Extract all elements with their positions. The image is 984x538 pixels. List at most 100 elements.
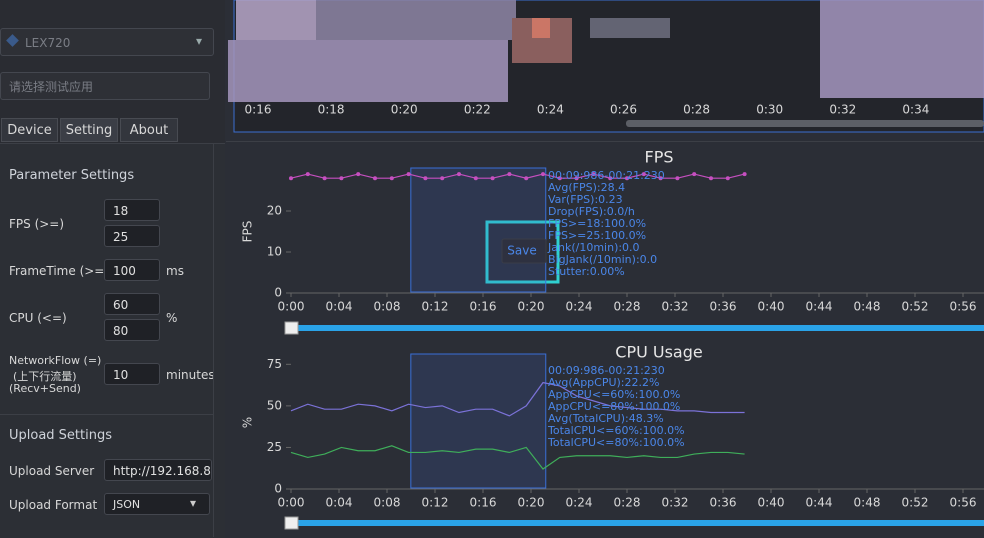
input[interactable]: 25 bbox=[104, 225, 160, 247]
point bbox=[322, 176, 327, 181]
tooltip-line: FPS>=25:100.0% bbox=[548, 229, 646, 242]
section-title: Parameter Settings bbox=[9, 168, 135, 183]
label: FPS (>=) bbox=[9, 217, 65, 231]
timeline-label: 0:30 bbox=[756, 103, 783, 117]
app-input[interactable]: 请选择测试应用 bbox=[0, 72, 210, 100]
point bbox=[457, 172, 461, 177]
x-tick-label: 0:32 bbox=[662, 300, 689, 314]
x-tick-label: 0:52 bbox=[902, 300, 929, 314]
point bbox=[574, 176, 579, 181]
point bbox=[591, 172, 596, 177]
tab[interactable]: Device bbox=[1, 118, 58, 142]
y-tick-label: 0 bbox=[274, 286, 282, 300]
thumbnails bbox=[228, 0, 984, 102]
chart-title: FPS bbox=[644, 148, 673, 167]
input[interactable]: 10 bbox=[104, 363, 160, 385]
x-tick-label: 0:00 bbox=[278, 496, 305, 510]
point bbox=[305, 172, 310, 177]
timeline-label: 0:28 bbox=[683, 103, 710, 117]
x-tick-label: 0:28 bbox=[614, 300, 641, 314]
tooltip-line: AppCPU<=80%:100.0% bbox=[548, 400, 680, 413]
thumbnail bbox=[820, 0, 984, 98]
timeline-label: 0:16 bbox=[245, 103, 272, 117]
x-tick-label: 0:24 bbox=[566, 496, 593, 510]
divider bbox=[213, 143, 214, 537]
point bbox=[423, 176, 428, 181]
section-title: Upload Settings bbox=[9, 428, 113, 443]
x-tick-label: 0:40 bbox=[758, 300, 785, 314]
tooltip-line: TotalCPU<=60%:100.0% bbox=[547, 424, 685, 437]
x-tick-label: 0:20 bbox=[518, 496, 545, 510]
timeline-label: 0:22 bbox=[464, 103, 491, 117]
slider-handle[interactable] bbox=[284, 321, 299, 335]
x-tick-label: 0:40 bbox=[758, 496, 785, 510]
x-tick-label: 0:04 bbox=[326, 496, 353, 510]
x-tick-label: 0:08 bbox=[374, 496, 401, 510]
point bbox=[692, 172, 697, 177]
label: Upload Server bbox=[9, 464, 95, 478]
point bbox=[524, 176, 529, 181]
slider-track bbox=[297, 325, 984, 331]
point bbox=[675, 176, 680, 181]
timeline-label: 0:26 bbox=[610, 103, 637, 117]
tooltip-line: Avg(TotalCPU):48.3% bbox=[548, 412, 664, 425]
selection bbox=[410, 353, 547, 489]
input[interactable]: 18 bbox=[104, 199, 160, 221]
label: (Recv+Send) bbox=[9, 382, 81, 395]
x-tick-label: 0:28 bbox=[614, 496, 641, 510]
point bbox=[440, 176, 445, 181]
unit: ms bbox=[166, 264, 184, 278]
tooltip-line: Drop(FPS):0.0/h bbox=[548, 205, 635, 218]
x-tick-label: 0:16 bbox=[470, 496, 497, 510]
divider bbox=[226, 141, 984, 142]
timeline-label: 0:18 bbox=[318, 103, 345, 117]
x-tick-label: 0:12 bbox=[422, 496, 449, 510]
input[interactable]: 100 bbox=[104, 259, 160, 281]
x-tick-label: 0:44 bbox=[806, 300, 833, 314]
dropdown-arrow: ▾ bbox=[196, 34, 203, 48]
point bbox=[557, 176, 562, 181]
point bbox=[339, 176, 344, 181]
point bbox=[490, 176, 495, 181]
x-tick-label: 0:20 bbox=[518, 300, 545, 314]
save-button-label: Save bbox=[507, 244, 536, 258]
device-select[interactable]: LEX720 bbox=[0, 28, 214, 56]
point bbox=[608, 176, 613, 181]
tab[interactable]: Setting bbox=[60, 118, 118, 142]
y-tick-label: 20 bbox=[267, 204, 282, 218]
timeline-label: 0:24 bbox=[537, 103, 564, 117]
input[interactable]: 80 bbox=[104, 319, 160, 341]
label: Upload Format bbox=[9, 498, 98, 512]
x-tick-label: 0:56 bbox=[950, 300, 977, 314]
thumbnail bbox=[228, 40, 508, 102]
series-line bbox=[290, 381, 745, 417]
tooltip-line: TotalCPU<=80%:100.0% bbox=[547, 436, 685, 449]
select[interactable]: JSON bbox=[104, 493, 210, 515]
input[interactable]: 60 bbox=[104, 293, 160, 315]
tab[interactable]: About bbox=[120, 118, 178, 142]
x-tick-label: 0:16 bbox=[470, 300, 497, 314]
x-tick-label: 0:08 bbox=[374, 300, 401, 314]
series-line bbox=[290, 173, 745, 179]
tooltip-line: Avg(FPS):28.4 bbox=[548, 181, 625, 194]
x-tick-label: 0:52 bbox=[902, 496, 929, 510]
chart-title: CPU Usage bbox=[615, 343, 702, 362]
x-tick-label: 0:36 bbox=[710, 300, 737, 314]
save-button[interactable] bbox=[501, 238, 547, 264]
point bbox=[641, 172, 646, 177]
label: FrameTime (>=) bbox=[9, 264, 110, 278]
tooltip-line: Avg(AppCPU):22.2% bbox=[548, 376, 659, 389]
slider-handle[interactable] bbox=[284, 516, 299, 530]
thumbnail bbox=[316, 0, 516, 40]
tooltip-line: AppCPU<=60%:100.0% bbox=[548, 388, 680, 401]
x-tick-label: 0:48 bbox=[854, 496, 881, 510]
scrollbar[interactable] bbox=[626, 120, 984, 127]
input[interactable]: http://192.168.8 bbox=[104, 459, 212, 481]
point bbox=[356, 172, 361, 177]
tooltip-line: BigJank(/10min):0.0 bbox=[548, 253, 657, 266]
point bbox=[541, 172, 545, 177]
label: NetworkFlow (=) bbox=[9, 354, 102, 367]
x-tick-label: 0:36 bbox=[710, 496, 737, 510]
tooltip-line: Var(FPS):0.23 bbox=[548, 193, 623, 206]
